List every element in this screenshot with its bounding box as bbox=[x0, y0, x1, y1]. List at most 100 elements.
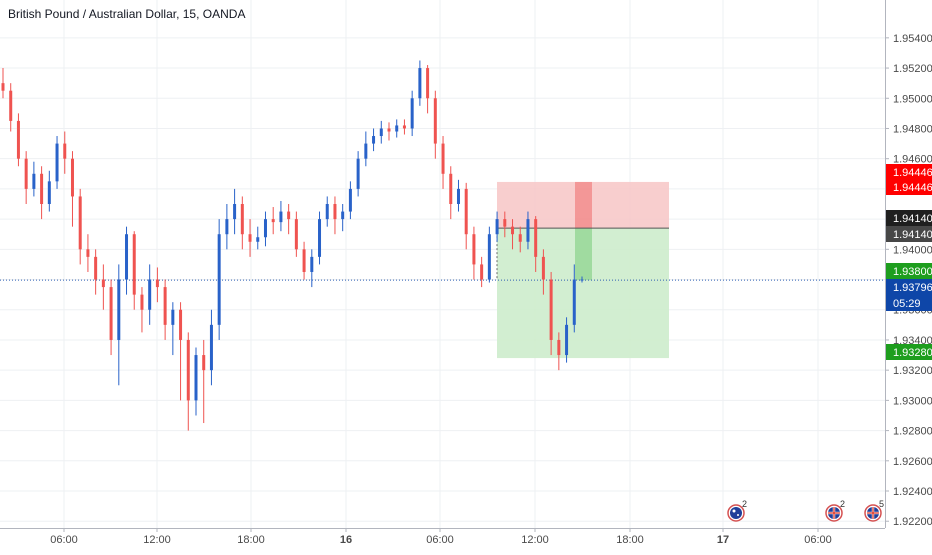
price-label-text: 05:29 bbox=[893, 298, 921, 310]
candle-body bbox=[209, 324, 213, 371]
candle-body bbox=[364, 143, 368, 159]
candle-body bbox=[395, 125, 399, 132]
candle-body bbox=[495, 219, 499, 235]
event-count: 2 bbox=[742, 499, 747, 509]
candle-body bbox=[32, 173, 36, 189]
candle-body bbox=[271, 219, 275, 223]
event-marker[interactable]: 2 bbox=[727, 499, 747, 522]
candle-body bbox=[526, 219, 530, 242]
time-tick-label: 18:00 bbox=[616, 534, 644, 546]
price-label-chip bbox=[886, 164, 932, 180]
candle-body bbox=[194, 355, 198, 401]
candle-body bbox=[16, 120, 20, 159]
candle-body bbox=[503, 219, 507, 227]
candle-body bbox=[63, 143, 67, 159]
price-tick-label: 1.95000 bbox=[893, 93, 932, 105]
time-tick-label: 18:00 bbox=[237, 534, 265, 546]
candle-body bbox=[541, 256, 545, 280]
event-marker[interactable]: 2 bbox=[825, 499, 845, 522]
candle-body bbox=[287, 211, 291, 220]
candle-body bbox=[148, 279, 152, 310]
economic-events[interactable]: 2 2 5 bbox=[727, 499, 884, 522]
price-tick-label: 1.95400 bbox=[893, 33, 932, 45]
active-profit-zone bbox=[575, 228, 592, 281]
time-tick-label: 16 bbox=[340, 534, 352, 546]
time-tick-label: 12:00 bbox=[143, 534, 171, 546]
candle-body bbox=[302, 249, 306, 272]
candle-body bbox=[101, 279, 105, 288]
candle-body bbox=[356, 158, 360, 189]
grid bbox=[0, 0, 885, 528]
candle-body bbox=[1, 83, 5, 91]
candle-body bbox=[372, 136, 376, 144]
price-axis[interactable]: 1.954001.952001.950001.948001.946001.944… bbox=[885, 0, 932, 550]
position-tool[interactable] bbox=[0, 181, 885, 359]
uk-flag-icon bbox=[828, 507, 840, 519]
time-tick-label: 17 bbox=[717, 534, 729, 546]
candle-body bbox=[155, 279, 159, 288]
candle-body bbox=[179, 309, 183, 340]
candle-body bbox=[125, 234, 129, 280]
candle-body bbox=[410, 98, 414, 129]
candle-body bbox=[279, 211, 283, 223]
price-label-text: 1.94140 bbox=[893, 229, 932, 241]
candle-body bbox=[565, 324, 569, 356]
event-marker[interactable]: 5 bbox=[864, 499, 884, 522]
candle-body bbox=[163, 287, 167, 325]
price-label-chip bbox=[886, 226, 932, 242]
candle-body bbox=[202, 355, 206, 371]
time-axis[interactable]: 06:00 12:00 18:00 16 06:00 12:00 18:00 17 06:00 bbox=[0, 528, 885, 550]
event-count: 2 bbox=[840, 499, 845, 509]
price-label-text: 1.94140 bbox=[893, 213, 932, 225]
candle-body bbox=[140, 294, 144, 310]
time-tick-label: 06:00 bbox=[426, 534, 454, 546]
candle-body bbox=[580, 279, 584, 281]
candle-body bbox=[379, 128, 383, 137]
candle-body bbox=[325, 204, 329, 220]
price-label-chip bbox=[886, 295, 932, 311]
candle-body bbox=[9, 90, 13, 121]
candle-body bbox=[341, 211, 345, 220]
time-tick-label: 06:00 bbox=[804, 534, 832, 546]
candles bbox=[1, 60, 584, 431]
candle-body bbox=[263, 219, 267, 238]
price-label-text: 1.93280 bbox=[893, 347, 932, 359]
candle-body bbox=[86, 249, 90, 257]
candle-body bbox=[47, 181, 51, 205]
price-label-text: 1.94446 bbox=[893, 167, 932, 179]
candle-body bbox=[256, 237, 260, 242]
candle-body bbox=[318, 219, 322, 257]
au-flag-icon bbox=[730, 507, 742, 519]
candle-body bbox=[233, 204, 237, 220]
price-label-text: 1.94446 bbox=[893, 182, 932, 194]
candle-body bbox=[70, 158, 74, 197]
candle-body bbox=[348, 188, 352, 212]
candle-body bbox=[186, 339, 190, 401]
price-tick-label: 1.92800 bbox=[893, 426, 932, 438]
candle-body bbox=[310, 256, 314, 272]
candle-body bbox=[557, 339, 561, 356]
time-axis-bg bbox=[0, 528, 885, 550]
price-tick-label: 1.92200 bbox=[893, 516, 932, 528]
price-tick-label: 1.93400 bbox=[893, 335, 932, 347]
time-tick-label: 12:00 bbox=[521, 534, 549, 546]
candle-body bbox=[171, 309, 175, 325]
candle-body bbox=[534, 219, 538, 257]
candle-body bbox=[480, 264, 484, 280]
candle-body bbox=[294, 219, 298, 250]
price-tick-label: 1.94800 bbox=[893, 123, 932, 135]
candle-body bbox=[511, 226, 515, 235]
candle-body bbox=[449, 173, 453, 205]
candle-body bbox=[402, 125, 406, 129]
candle-body bbox=[441, 143, 445, 174]
price-label-chip bbox=[886, 179, 932, 195]
candle-body bbox=[117, 279, 121, 340]
price-label-text: 1.93800 bbox=[893, 266, 932, 278]
price-label-chip bbox=[886, 263, 932, 279]
candle-body bbox=[248, 234, 252, 242]
price-tick-label: 1.93200 bbox=[893, 365, 932, 377]
candle-body bbox=[487, 234, 491, 280]
candle-body bbox=[518, 234, 522, 242]
